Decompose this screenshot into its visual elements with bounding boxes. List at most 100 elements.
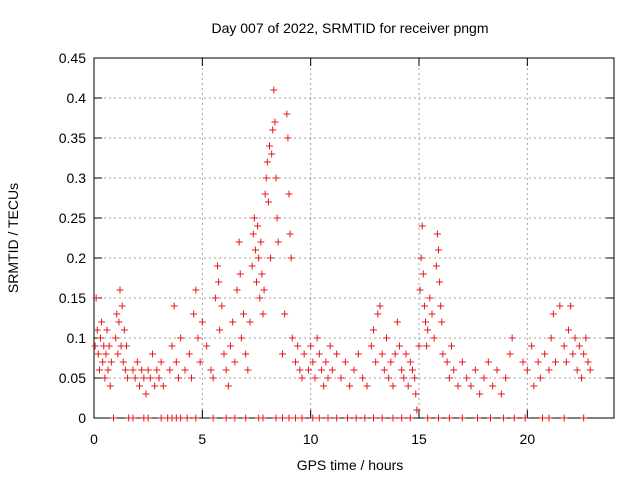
data-point	[237, 334, 245, 342]
data-point	[222, 414, 230, 422]
data-point	[344, 414, 351, 422]
data-point	[370, 326, 377, 334]
data-point	[249, 230, 257, 238]
data-point	[260, 286, 268, 294]
data-point	[177, 334, 185, 342]
x-tick-label: 0	[90, 431, 98, 447]
data-point	[110, 414, 117, 422]
data-point	[341, 358, 349, 366]
data-point	[284, 134, 292, 142]
data-point	[91, 342, 99, 350]
data-point	[573, 366, 581, 374]
data-point	[324, 374, 332, 382]
data-point	[116, 286, 124, 294]
data-point	[530, 382, 538, 390]
data-point	[300, 350, 308, 358]
data-point	[402, 350, 410, 358]
data-point	[285, 414, 293, 422]
data-point	[198, 318, 206, 326]
data-point	[413, 406, 421, 414]
data-point	[571, 334, 579, 342]
data-point	[261, 190, 269, 198]
data-point	[155, 374, 163, 382]
data-point	[400, 374, 408, 382]
data-point	[387, 358, 395, 366]
data-point	[424, 414, 432, 422]
data-point	[359, 374, 367, 382]
data-point	[328, 366, 336, 374]
data-point	[286, 230, 294, 238]
data-point	[190, 310, 198, 318]
data-point	[313, 334, 321, 342]
data-point	[489, 382, 497, 390]
data-point	[552, 358, 559, 366]
data-point	[380, 366, 388, 374]
data-point	[476, 390, 484, 398]
data-point	[458, 414, 466, 422]
data-point	[105, 342, 113, 350]
data-point	[333, 414, 341, 422]
data-point	[305, 366, 312, 374]
data-point	[242, 414, 250, 422]
data-point	[211, 294, 219, 302]
grid	[94, 58, 614, 418]
data-point	[569, 350, 577, 358]
data-point	[144, 414, 152, 422]
y-tick-label: 0.25	[59, 210, 86, 226]
y-tick-label: 0.2	[67, 250, 87, 266]
data-point	[326, 342, 334, 350]
data-point	[231, 414, 239, 422]
data-point	[256, 294, 264, 302]
data-point	[350, 366, 358, 374]
data-point	[508, 334, 516, 342]
data-point	[556, 302, 564, 310]
data-point	[298, 374, 306, 382]
data-point	[547, 334, 555, 342]
data-point	[218, 302, 226, 310]
data-point	[487, 414, 494, 422]
data-point	[287, 254, 295, 262]
data-point	[315, 350, 323, 358]
data-point	[215, 278, 223, 286]
data-point	[320, 382, 328, 390]
data-point	[114, 350, 122, 358]
data-point	[185, 350, 193, 358]
data-point	[99, 358, 107, 366]
data-point	[267, 254, 275, 262]
data-point	[378, 350, 386, 358]
data-point	[131, 374, 139, 382]
data-point	[133, 358, 141, 366]
data-point	[391, 350, 399, 358]
data-point	[560, 414, 568, 422]
data-point	[376, 302, 384, 310]
data-point	[263, 158, 271, 166]
data-point	[281, 310, 289, 318]
x-tick-label: 10	[303, 431, 319, 447]
data-point	[385, 374, 393, 382]
data-point	[192, 286, 200, 294]
y-tick-label: 0.3	[67, 170, 87, 186]
data-point	[438, 318, 446, 326]
data-point	[97, 334, 104, 342]
data-point	[412, 390, 420, 398]
data-point	[418, 222, 426, 230]
data-point	[562, 358, 570, 366]
data-point	[129, 414, 137, 422]
data-point	[545, 414, 553, 422]
x-axis-label: GPS time / hours	[297, 457, 404, 473]
data-point	[575, 342, 583, 350]
data-point	[582, 334, 590, 342]
data-point	[415, 342, 423, 350]
data-point	[417, 254, 425, 262]
data-point	[113, 310, 121, 318]
data-point	[534, 358, 542, 366]
data-point	[409, 366, 416, 374]
data-point	[450, 366, 458, 374]
data-point	[549, 310, 557, 318]
y-tick-label: 0.15	[59, 290, 86, 306]
data-point	[142, 390, 150, 398]
data-point	[103, 326, 111, 334]
data-point	[448, 342, 455, 350]
data-point	[166, 366, 174, 374]
data-point	[233, 286, 241, 294]
